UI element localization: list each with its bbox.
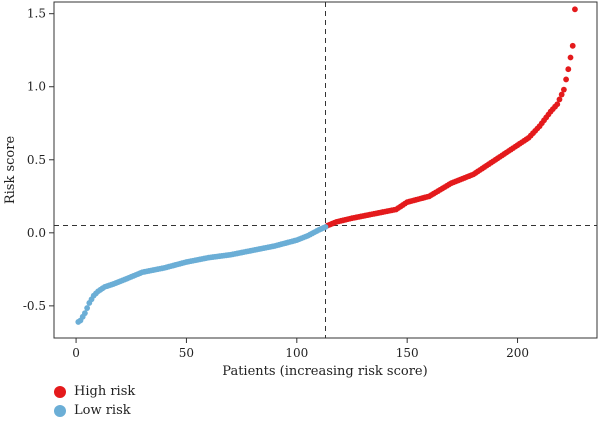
legend-marker-high-risk [54, 385, 66, 398]
point-high-risk [554, 101, 561, 108]
y-tick-label: 1.5 [27, 7, 46, 21]
x-axis: 0 50 100 150 200 [72, 338, 529, 360]
legend-label-low-risk: Low risk [74, 403, 131, 418]
legend-item-high-risk: High risk [54, 382, 135, 401]
y-tick-label: 1.0 [27, 80, 46, 94]
legend-label-high-risk: High risk [74, 384, 136, 399]
x-tick-label: 150 [396, 346, 419, 360]
legend-item-low-risk: Low risk [54, 401, 135, 420]
point-low-risk [84, 305, 91, 311]
point-high-risk [565, 66, 572, 73]
y-axis-label: Risk score [3, 136, 18, 205]
point-high-risk [560, 86, 567, 93]
point-high-risk [569, 42, 576, 49]
y-tick-label: 0.5 [27, 153, 46, 167]
x-tick-label: 0 [72, 346, 80, 360]
x-tick-label: 50 [179, 346, 194, 360]
point-low-risk [322, 224, 329, 230]
x-axis-label: Patients (increasing risk score) [222, 364, 427, 379]
x-tick-label: 200 [506, 346, 529, 360]
point-high-risk [558, 91, 565, 98]
point-high-risk [572, 6, 578, 13]
point-high-risk [563, 76, 569, 83]
point-low-risk [82, 310, 88, 317]
legend-marker-low-risk [54, 404, 66, 417]
data-points [75, 6, 578, 325]
y-axis: -0.5 0.0 0.5 1.0 1.5 [23, 7, 54, 313]
y-tick-label: 0.0 [27, 226, 46, 240]
x-tick-label: 100 [285, 346, 308, 360]
point-high-risk [556, 96, 563, 103]
legend: High risk Low risk [54, 382, 135, 420]
plot-frame [53, 1, 598, 339]
y-tick-label: -0.5 [23, 299, 46, 313]
point-high-risk [567, 54, 574, 61]
